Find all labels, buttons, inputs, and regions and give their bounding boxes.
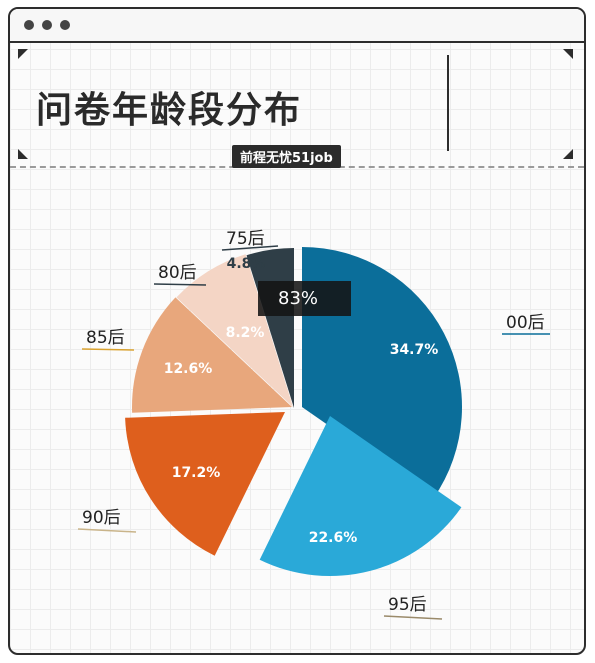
data-label-0: 34.7% (390, 342, 439, 358)
page-title: 问卷年龄段分布 (36, 90, 303, 131)
category-label-5: 75后 (226, 229, 265, 249)
pie-slice-3[interactable] (132, 297, 292, 413)
leader-line-1 (383, 615, 443, 620)
leader-line-3 (81, 348, 135, 351)
leader-line-4 (153, 283, 207, 286)
category-label-2: 90后 (82, 508, 121, 528)
header-box (18, 49, 573, 159)
data-label-1: 22.6% (309, 530, 358, 546)
window-titlebar (10, 9, 584, 43)
data-label-3: 12.6% (164, 361, 213, 377)
category-label-3: 85后 (86, 328, 125, 348)
source-badge: 前程无忧51job (232, 145, 341, 168)
chart-tooltip: 83% (258, 281, 351, 316)
window-dot-icon[interactable] (60, 20, 70, 30)
data-label-4: 8.2% (226, 325, 265, 341)
data-label-2: 17.2% (172, 465, 221, 481)
header: 问卷年龄段分布 (10, 43, 584, 163)
data-label-5: 4.8% (227, 256, 266, 272)
header-divider (447, 55, 449, 151)
category-label-1: 95后 (388, 595, 427, 615)
category-label-0: 00后 (506, 313, 545, 333)
pie-slice-2[interactable] (125, 412, 285, 556)
window-dot-icon[interactable] (42, 20, 52, 30)
category-label-4: 80后 (158, 263, 197, 283)
window-dot-icon[interactable] (24, 20, 34, 30)
leader-line-5 (221, 245, 279, 251)
leader-line-2 (77, 528, 137, 533)
corner-marks-icon (18, 49, 573, 159)
pie-slice-1[interactable] (259, 416, 462, 577)
window-frame: 问卷年龄段分布 (8, 7, 586, 655)
pie-slice-4[interactable] (176, 254, 293, 407)
